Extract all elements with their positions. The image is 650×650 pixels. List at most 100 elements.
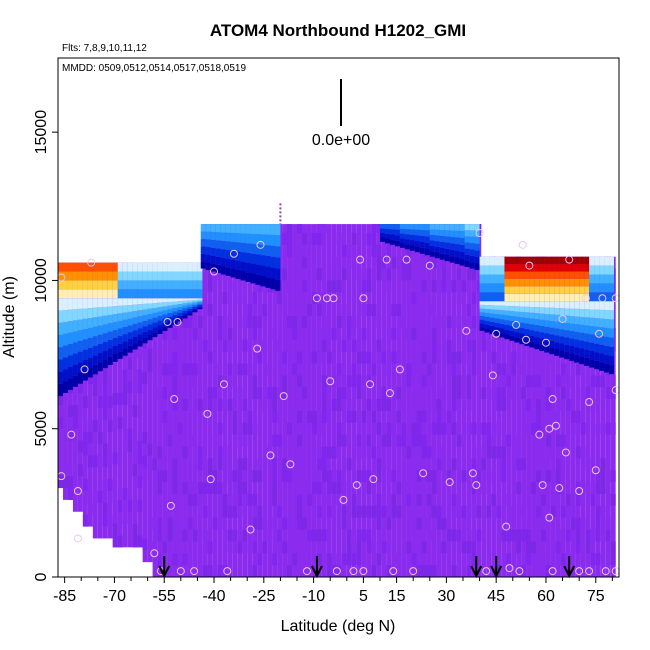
heatmap-cell <box>506 375 512 388</box>
heatmap-cell <box>262 517 268 530</box>
heatmap-cell <box>237 493 243 506</box>
observation-point <box>611 386 619 395</box>
heatmap-cell <box>356 529 362 542</box>
heatmap-cell <box>471 351 477 364</box>
scale-bar-label: 0.0e+00 <box>312 132 370 149</box>
heatmap-cell <box>260 234 266 245</box>
heatmap-cell <box>162 541 168 554</box>
heatmap-cell <box>182 553 188 566</box>
heatmap-cell <box>449 224 455 231</box>
heatmap-cell <box>444 230 450 237</box>
heatmap-cell <box>361 470 367 483</box>
heatmap-cell <box>575 493 581 506</box>
heatmap-cell <box>386 244 392 257</box>
heatmap-cell <box>117 499 123 512</box>
heatmap-cell <box>585 458 591 471</box>
heatmap-cell <box>579 309 585 317</box>
heatmap-cell <box>501 458 507 471</box>
heatmap-cell <box>579 286 585 294</box>
heatmap-cell <box>585 387 591 400</box>
heatmap-cell <box>609 355 615 366</box>
heatmap-cell <box>545 434 551 447</box>
heatmap-cell <box>225 232 231 242</box>
heatmap-cell <box>474 243 480 251</box>
heatmap-cell <box>237 292 243 305</box>
heatmap-cell <box>531 541 537 554</box>
heatmap-cell <box>87 262 93 272</box>
heatmap-cell <box>589 334 595 343</box>
heatmap-cell <box>127 345 133 353</box>
heatmap-cell <box>292 529 298 542</box>
heatmap-cell <box>396 434 402 447</box>
heatmap-cell <box>67 366 73 379</box>
heatmap-cell <box>526 375 532 388</box>
heatmap-cell <box>521 505 527 518</box>
heatmap-cell <box>127 289 133 299</box>
heatmap-field <box>58 203 616 577</box>
heatmap-cell <box>466 399 472 411</box>
heatmap-cell <box>489 265 495 275</box>
heatmap-cell <box>147 313 153 320</box>
heatmap-cell <box>589 317 595 327</box>
heatmap-cell <box>414 224 420 230</box>
heatmap-cell <box>297 434 302 447</box>
heatmap-cell <box>102 271 108 281</box>
heatmap-cell <box>222 493 228 506</box>
heatmap-cell <box>434 224 440 230</box>
heatmap-cell <box>107 314 113 324</box>
heatmap-cell <box>237 458 243 471</box>
heatmap-cell <box>220 257 226 267</box>
heatmap-cell <box>321 446 327 459</box>
heatmap-cell <box>559 308 565 316</box>
heatmap-cell <box>97 316 103 326</box>
heatmap-cell <box>122 334 128 342</box>
heatmap-cell <box>177 298 183 302</box>
heatmap-cell <box>207 304 213 317</box>
heatmap-cell <box>516 541 522 554</box>
heatmap-cell <box>147 319 153 325</box>
heatmap-cell <box>356 434 362 447</box>
heatmap-cell <box>192 280 198 290</box>
heatmap-cell <box>599 274 605 284</box>
heatmap-cell <box>456 224 462 577</box>
heatmap-cell <box>67 262 73 272</box>
heatmap-cell <box>464 242 470 249</box>
heatmap-cell <box>564 293 570 302</box>
heatmap-cell <box>466 387 472 400</box>
heatmap-cell <box>524 278 530 287</box>
x-axis-label: Latitude (deg N) <box>281 618 396 635</box>
heatmap-cell <box>406 482 412 494</box>
heatmap-cell <box>409 245 415 251</box>
heatmap-cell <box>72 353 78 365</box>
heatmap-cell <box>122 341 128 349</box>
heatmap-cell <box>137 369 143 382</box>
heatmap-cell <box>441 280 447 293</box>
x-tick-label: 15 <box>388 588 406 605</box>
heatmap-cell <box>245 262 251 273</box>
heatmap-cell <box>446 339 452 352</box>
heatmap-cell <box>416 565 422 577</box>
heatmap-cell <box>316 232 322 245</box>
observation-point <box>349 567 358 576</box>
observation-point <box>73 534 82 543</box>
heatmap-cell <box>486 505 492 518</box>
heatmap-cell <box>242 422 248 435</box>
heatmap-cell <box>102 280 108 290</box>
heatmap-cell <box>519 333 525 339</box>
heatmap-cell <box>182 313 188 316</box>
heatmap-cell <box>600 482 606 494</box>
heatmap-cell <box>58 404 63 417</box>
heatmap-cell <box>534 278 540 287</box>
heatmap-cell <box>167 313 173 317</box>
heatmap-cell <box>509 325 515 331</box>
heatmap-cell <box>514 286 520 294</box>
heatmap-cell <box>275 235 281 247</box>
heatmap-cell <box>336 375 342 388</box>
heatmap-cell <box>167 434 173 447</box>
heatmap-cell <box>471 422 477 435</box>
heatmap-cell <box>416 470 422 483</box>
heatmap-cell <box>301 224 307 577</box>
heatmap-cell <box>58 383 63 397</box>
heatmap-cell <box>449 249 455 257</box>
heatmap-cell <box>177 339 183 352</box>
